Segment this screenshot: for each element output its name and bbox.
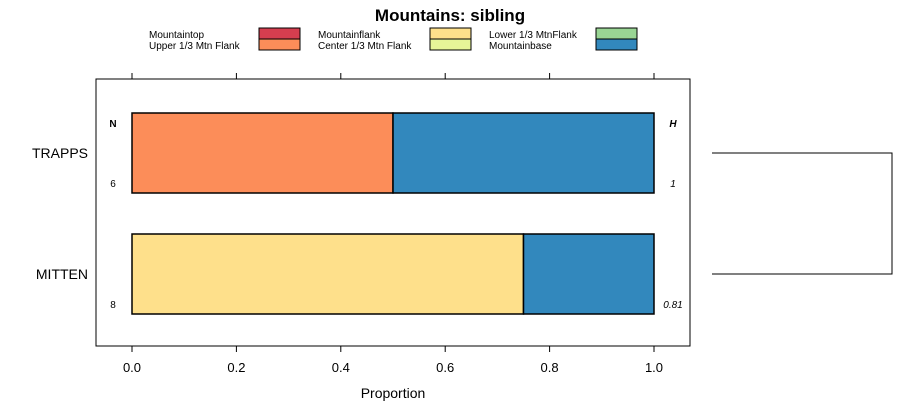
- legend-swatch-center-1-3-mtn-flank: [429, 38, 472, 51]
- legend-label-center-1-3-mtn-flank: Center 1/3 Mtn Flank: [318, 41, 412, 52]
- x-tick-label-0-0: 0.0: [123, 360, 141, 375]
- x-axis: 0.0 0.2 0.4 0.6 0.8 1.0: [123, 73, 663, 375]
- h-value-trapps: 1: [670, 179, 676, 190]
- bar-trapps-upper-1-3-mtn-flank: [131, 112, 394, 194]
- bar-trapps-mountainbase: [392, 112, 655, 194]
- category-labels: TRAPPS MITTEN: [32, 145, 88, 282]
- x-tick-label-0-8: 0.8: [541, 360, 559, 375]
- plot-frame: [95, 78, 691, 347]
- bar-mitten-mountainflank: [131, 233, 525, 315]
- legend-label-upper-1-3-mtn-flank: Upper 1/3 Mtn Flank: [149, 41, 241, 52]
- dendrogram-branch: [712, 152, 893, 275]
- legend-swatch-mountainflank: [429, 27, 472, 40]
- bar-mitten-mountainbase: [522, 233, 655, 315]
- x-axis-title: Proportion: [361, 385, 426, 401]
- legend-label-mountainbase: Mountainbase: [489, 41, 552, 52]
- legend-swatch-lower-1-3-mtnflank: [595, 27, 638, 40]
- n-value-mitten: 8: [110, 300, 116, 311]
- chart-title: Mountains: sibling: [375, 6, 525, 25]
- h-value-mitten: 0.81: [663, 300, 682, 311]
- n-header: N: [109, 119, 116, 130]
- dendrogram: [712, 152, 893, 275]
- x-tick-label-1-0: 1.0: [645, 360, 663, 375]
- category-label-mitten: MITTEN: [36, 266, 88, 282]
- legend-label-mountaintop: Mountaintop: [149, 30, 204, 41]
- x-tick-label-0-2: 0.2: [227, 360, 245, 375]
- bars: [131, 112, 655, 315]
- legend-swatch-mountaintop: [258, 27, 301, 40]
- stat-labels: N H 6 1 8 0.81: [109, 119, 682, 311]
- legend-swatch-mountainbase: [595, 38, 638, 51]
- legend-swatch-upper-1-3-mtn-flank: [258, 38, 301, 51]
- legend-label-mountainflank: Mountainflank: [318, 30, 381, 41]
- x-tick-label-0-4: 0.4: [332, 360, 350, 375]
- x-tick-label-0-6: 0.6: [436, 360, 454, 375]
- n-value-trapps: 6: [110, 179, 116, 190]
- legend-label-lower-1-3-mtnflank: Lower 1/3 MtnFlank: [489, 30, 578, 41]
- category-label-trapps: TRAPPS: [32, 145, 88, 161]
- h-header: H: [669, 119, 677, 130]
